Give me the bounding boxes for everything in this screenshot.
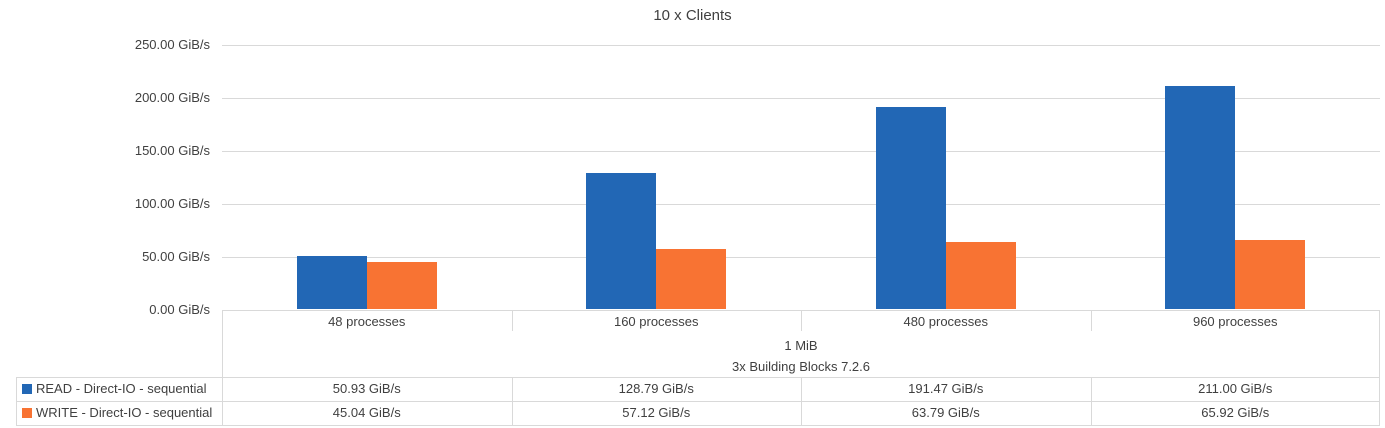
- y-axis-tick-label: 0.00 GiB/s: [149, 301, 210, 317]
- data-table-value-write: 65.92 GiB/s: [1201, 404, 1270, 420]
- legend-label-read: READ - Direct-IO - sequential: [36, 380, 207, 396]
- table-border-line: [222, 310, 223, 425]
- y-axis-tick-label: 200.00 GiB/s: [134, 89, 210, 105]
- category-divider-line: [511, 310, 513, 331]
- bar-read-960-processes: [1165, 86, 1236, 310]
- y-axis-tick-label: 50.00 GiB/s: [142, 248, 210, 264]
- bar-write-480-processes: [945, 242, 1016, 310]
- legend-swatch-write-icon: [22, 407, 32, 418]
- bar-write-48-processes: [366, 261, 437, 310]
- data-table-value-read: 50.93 GiB/s: [332, 380, 401, 396]
- category-divider-line: [1090, 310, 1092, 331]
- gridline: [222, 256, 1380, 258]
- gridline: [222, 45, 1380, 46]
- data-table-value-read: 128.79 GiB/s: [618, 380, 694, 396]
- data-table-value-write: 45.04 GiB/s: [332, 404, 401, 420]
- x-axis-group-label-config: 3x Building Blocks 7.2.6: [731, 359, 871, 374]
- data-table-value-read: 191.47 GiB/s: [908, 380, 984, 396]
- data-table-value-write: 63.79 GiB/s: [911, 404, 980, 420]
- y-axis-tick-label: 150.00 GiB/s: [134, 142, 210, 158]
- table-border-line: [1379, 310, 1380, 425]
- x-axis-category-label: 480 processes: [903, 314, 989, 329]
- legend-swatch-read-icon: [22, 383, 32, 394]
- x-axis-category-label: 48 processes: [328, 314, 406, 329]
- x-axis-category-label: 960 processes: [1192, 314, 1278, 329]
- chart-title: 10 x Clients: [653, 7, 732, 24]
- data-table-value-read: 211.00 GiB/s: [1198, 380, 1273, 396]
- category-divider-line: [801, 310, 802, 331]
- bar-read-48-processes: [296, 255, 367, 310]
- bar-read-480-processes: [875, 106, 946, 310]
- bar-write-160-processes: [656, 249, 727, 310]
- gridline: [222, 203, 1380, 205]
- x-axis-group-label-blocksize: 1 MiB: [784, 338, 818, 353]
- table-border-line: [16, 400, 1380, 402]
- gridline: [222, 150, 1380, 152]
- bar-read-160-processes: [586, 173, 657, 310]
- y-axis-tick-label: 100.00 GiB/s: [134, 195, 210, 211]
- data-table-value-write: 57.12 GiB/s: [622, 404, 691, 420]
- bar-write-960-processes: [1235, 239, 1306, 310]
- y-axis-tick-label: 250.00 GiB/s: [134, 37, 210, 52]
- gridline: [222, 97, 1380, 99]
- x-axis-category-label: 160 processes: [613, 314, 699, 329]
- legend-label-write: WRITE - Direct-IO - sequential: [36, 404, 213, 420]
- table-border-line: [16, 424, 1380, 426]
- table-border-line: [16, 377, 1380, 378]
